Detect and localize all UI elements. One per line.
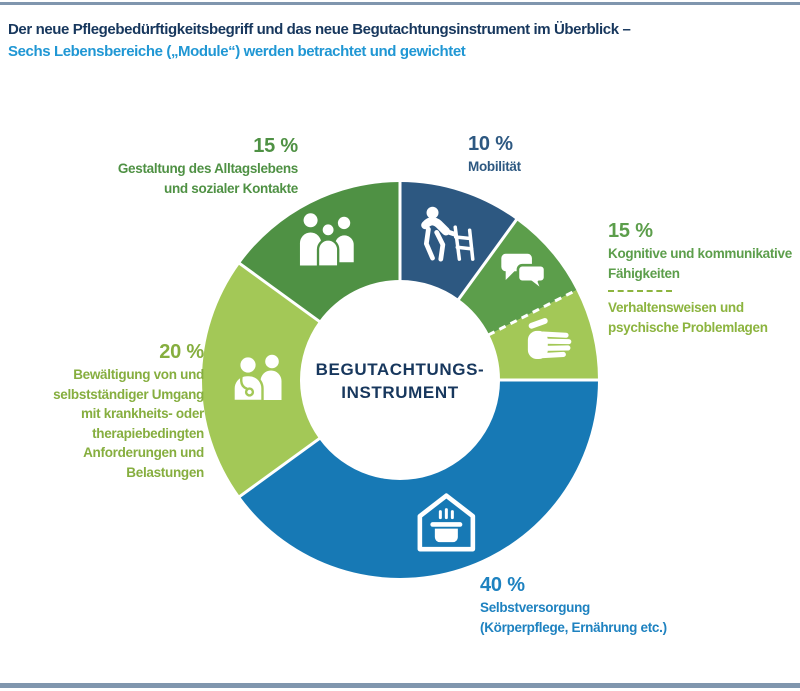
- page-title: Der neue Pflegebedürftigkeitsbegriff und…: [8, 19, 631, 63]
- callout-gestaltung-text: Gestaltung des Alltagslebens und soziale…: [117, 161, 298, 196]
- slice-divider: [238, 436, 321, 498]
- callout-kognitive-pct: 15 %: [608, 220, 653, 242]
- page-title-line1: Der neue Pflegebedürftigkeitsbegriff und…: [8, 21, 631, 38]
- bottom-divider-rule: [0, 683, 800, 688]
- callout-kognitive-text-top: Kognitive und kommunikative Fähigkeiten: [608, 246, 792, 281]
- slice-divider: [456, 218, 518, 301]
- callout-kognitive-bottom-group: Verhaltensweisen und psychische Probleml…: [608, 290, 792, 337]
- callout-bewaeltigung: 20 % Bewältigung von und selbstständiger…: [53, 340, 204, 482]
- slice-divider-dashed: [487, 288, 578, 337]
- top-divider-rule: [0, 2, 800, 5]
- callout-kognitive-text-bottom: Verhaltensweisen und psychische Probleml…: [608, 300, 768, 335]
- callout-selbstversorgung-pct: 40 %: [480, 574, 525, 596]
- page-title-line2: Sechs Lebensbereiche („Module“) werden b…: [8, 43, 466, 60]
- callout-mobilitaet: 10 % Mobilität: [468, 132, 521, 177]
- callout-mobilitaet-text: Mobilität: [468, 159, 521, 174]
- callout-bewaeltigung-pct: 20 %: [159, 341, 204, 363]
- callout-selbstversorgung-text: Selbstversorgung (Körperpflege, Ernährun…: [480, 600, 667, 635]
- callout-gestaltung: 15 % Gestaltung des Alltagslebens und so…: [118, 134, 298, 198]
- donut-center-label: BEGUTACHTUNGS- INSTRUMENT: [315, 360, 485, 402]
- donut-slice-selbstversorgung: [239, 380, 598, 578]
- dashed-divider: [608, 290, 672, 292]
- callout-bewaeltigung-text: Bewältigung von und selbstständiger Umga…: [53, 367, 204, 480]
- callout-gestaltung-pct: 15 %: [253, 135, 298, 157]
- slice-divider: [238, 262, 321, 324]
- callout-selbstversorgung: 40 % Selbstversorgung (Körperpflege, Ern…: [480, 573, 667, 637]
- callout-kognitive: 15 % Kognitive und kommunikative Fähigke…: [608, 219, 792, 337]
- callout-mobilitaet-pct: 10 %: [468, 133, 513, 155]
